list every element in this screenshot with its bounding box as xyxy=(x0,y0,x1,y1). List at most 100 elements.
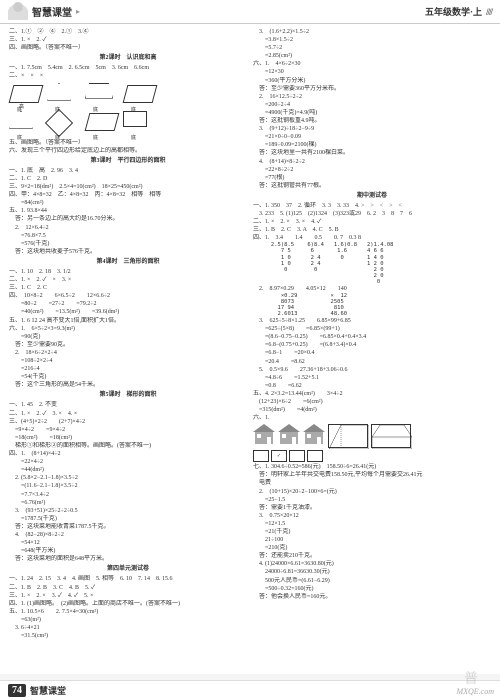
answer-line: 二、1. B 2. B 3. C 4. B 5. ✓ xyxy=(9,584,247,592)
multiplication-work: ×0.29 × 12 8073 2505 17 94 810 2.6013 48… xyxy=(261,293,491,317)
answer-line: =1787.5(千克) xyxy=(9,515,247,523)
answer-line: 梯形①和梯形②的面积相等。画图略。(答案不唯一) xyxy=(9,442,247,450)
answer-line: =12×1.5 xyxy=(253,520,491,528)
answer-line: =4900(千克)=4.9(吨) xyxy=(253,109,491,117)
answer-line: 3. (93+51)×25÷2÷2÷0.5 xyxy=(9,507,247,515)
answer-line: 答：还能卖210千克。 xyxy=(253,552,491,560)
geometry-shapes-row1: 底 底 底 底 xyxy=(9,83,247,109)
answer-line: =5.7÷2 xyxy=(253,44,491,52)
answer-line: =625÷(5×8) =6.85×(99+1) xyxy=(253,325,491,333)
answer-line: 七、1. 304.6÷0.52≈586(元) 158.50÷6=26.41(元) xyxy=(253,463,491,471)
answer-line: =6.8−(0.75+0.25) =(6.8+3.4)×0.4 xyxy=(253,341,491,349)
lesson-title: 第2课时 认识底和高 xyxy=(9,54,247,62)
answer-line: 三、1. C 2. C xyxy=(9,284,247,292)
footer: 74 智慧课堂 xyxy=(0,680,500,700)
checkbox xyxy=(289,450,305,462)
answer-line: =21(千克) xyxy=(253,528,491,536)
answer-line: =40(cm²) =13.5(m²) =39.6(dm²) xyxy=(9,308,247,316)
answer-line: (12+23)×6÷2 =6(cm²) xyxy=(253,398,491,406)
answer-line: 2. 8.97×0.29 4.05×12 140 xyxy=(253,285,491,293)
lesson-title: 第3课时 平行四边形的面积 xyxy=(9,157,247,165)
house-diagrams xyxy=(253,424,491,448)
answer-line: 六、1. 4×6÷2×30 xyxy=(253,60,491,68)
answer-line: 六、发现三个平行四边形给定底边上的高都相等。 xyxy=(9,147,247,155)
answer-line: 六、1. xyxy=(253,414,491,422)
answer-line: 二、1. × 2. ✓ × 3. × xyxy=(9,276,247,284)
triangle-shape: 底 xyxy=(47,83,81,109)
answer-line: 3. 233 5. (1)125 (2)1324 (3)323或29 6. 2 … xyxy=(253,210,491,218)
answer-line: 二、1.① ② ④ 2.① 3.④ xyxy=(9,28,247,36)
answer-line: 五、1. 6 12 24 高不变大1倍,面积扩大1倍。 xyxy=(9,317,247,325)
answer-line: 答：明轩家上半年共交电费158.50元,平均每个月需要交26.41元 xyxy=(253,471,491,479)
answer-line: 2. 12×6.4÷2 xyxy=(9,224,247,232)
answer-line: =12×30 xyxy=(253,68,491,76)
answer-line: 4. (82−28)×8÷2÷2 xyxy=(9,531,247,539)
answer-line: =6.8−1 =20×0.4 xyxy=(253,349,491,357)
answer-line: =2.85(cm²) xyxy=(253,52,491,60)
answer-line: 一、1. 350 37 2. 循环 3. 3 3. 33 4. > > < > … xyxy=(253,202,491,210)
column-left: 二、1.① ② ④ 2.① 3.④ 三、1. × 2. ✓ 四、画图略。（答案不… xyxy=(6,28,250,670)
answer-line: =315(dm²) =4(dm²) xyxy=(253,406,491,414)
answer-line: =648(平方米) xyxy=(9,547,247,555)
answer-line: =189÷0.09=2100(棵) xyxy=(253,141,491,149)
answer-line: 2. 18×6÷2×2÷4 xyxy=(9,349,247,357)
answer-line: =108÷2×2÷4 xyxy=(9,357,247,365)
answer-line: =84(cm²) xyxy=(9,199,247,207)
answer-line: =21×0÷0−0.09 xyxy=(253,133,491,141)
geometry-box xyxy=(371,424,411,448)
answer-line: =18(cm²) =18(cm²) xyxy=(9,434,247,442)
answer-line: 2. 16×12.5÷2÷2 xyxy=(253,93,491,101)
answer-line: =90(克) xyxy=(9,333,247,341)
rhombus-shape: 底 xyxy=(47,111,81,137)
answer-line: 500元人民币=(6.61−6.29) xyxy=(253,577,491,585)
answer-line: 四、1. (8+14)×4÷2 xyxy=(9,450,247,458)
answer-line: 五、1. 93.8×44 xyxy=(9,207,247,215)
answer-line: 答：至少需要360平方分米布。 xyxy=(253,85,491,93)
answer-line: 答：另一条边上的高大约是16.70分米。 xyxy=(9,215,247,223)
answer-line: 三、1. B 2. C 3. A 4. C 5. B xyxy=(253,226,491,234)
answer-line: =6.76(m²) xyxy=(9,499,247,507)
parallelogram-shape: 底 xyxy=(9,83,43,109)
answer-line: 答：这批钢板重4.9吨。 xyxy=(253,117,491,125)
checkbox xyxy=(307,450,323,462)
header-subject: 五年级数学·上//// xyxy=(425,5,492,18)
answer-line: =25−1.5 xyxy=(253,496,491,504)
answer-line: =54×12 xyxy=(9,539,247,547)
checkbox: ✓ xyxy=(271,450,287,462)
answer-line: 24000÷6.81=36630.30(元) xyxy=(253,568,491,576)
answer-line: 3. 6÷4×21 xyxy=(9,624,247,632)
answer-line: 答：这块地里一共有2100棵白菜。 xyxy=(253,149,491,157)
answer-line: =76.8×7.5 xyxy=(9,232,247,240)
answer-line: 答：这个三角形的高是54千米。 xyxy=(9,381,247,389)
answer-line: 六、1. 6×5÷2×3=9.3(m²) xyxy=(9,325,247,333)
answer-line: 答：这块菜地的面积是648平方米。 xyxy=(9,555,247,563)
answer-line: 一、1. 45 2. 不变 xyxy=(9,401,247,409)
answer-line: =54(千克) xyxy=(9,373,247,381)
answer-line: 一、1. 7.5cm 5.4cm 2. 6.5cm 5cm 3. 6cm 6.6… xyxy=(9,64,247,72)
answer-line: 答：这块地共收麦子576千克。 xyxy=(9,248,247,256)
content-columns: 二、1.① ② ④ 2.① 3.④ 三、1. × 2. ✓ 四、画图略。（答案不… xyxy=(0,24,500,674)
arrow-icon: ▸ xyxy=(76,7,80,16)
answer-line: =80÷2 =27÷2 =79.2÷2 xyxy=(9,300,247,308)
answer-line: =4.8÷6 =1.52+5.1 xyxy=(253,374,491,382)
answer-line: =20.4 =8.62 xyxy=(253,358,491,366)
answer-line: =31.5(cm²) xyxy=(9,632,247,640)
answer-line: 5. 0.5×9.6 27.36+18+3.06÷0.6 xyxy=(253,366,491,374)
answer-line: 4. (1)24000×6.61=3630.80(元) xyxy=(253,560,491,568)
answer-line: 三、9×2=18(dm²) 2.5×4=10(cm²) 18×25=450(cm… xyxy=(9,183,247,191)
answer-line: 四、甲：4×8=32 乙：4×8=32 丙：4×8=32 相等 相等 xyxy=(9,191,247,199)
lesson-title: 期中测试卷 xyxy=(253,192,491,200)
answer-line: =3.8×1.5÷2 xyxy=(253,36,491,44)
answer-line: 答：这批钢管共有77根。 xyxy=(253,182,491,190)
geometry-box xyxy=(328,424,368,448)
watermark-url: MXQE.com xyxy=(456,687,494,696)
answer-line: 二、× × × xyxy=(9,72,247,80)
answer-line: =7.7×3.4÷2 xyxy=(9,491,247,499)
answer-line: 五、1. 10.5×6 2. 7.5×4=30(cm²) xyxy=(9,608,247,616)
answer-line: =77(根) xyxy=(253,174,491,182)
parallelogram-shape: 底 xyxy=(85,111,119,137)
long-division-work: 2.5)8.5 6)8.4 1.6)0.8 2)1.4.08 7 5 6 1.6… xyxy=(261,242,491,284)
answer-line: =500÷0.32=160(元) xyxy=(253,585,491,593)
answer-line: 一、1. 24 2. 15 3. 4 4. 画图 5. 相等 6. 10 7. … xyxy=(9,575,247,583)
answer-line: =0.8 =6.62 xyxy=(253,382,491,390)
